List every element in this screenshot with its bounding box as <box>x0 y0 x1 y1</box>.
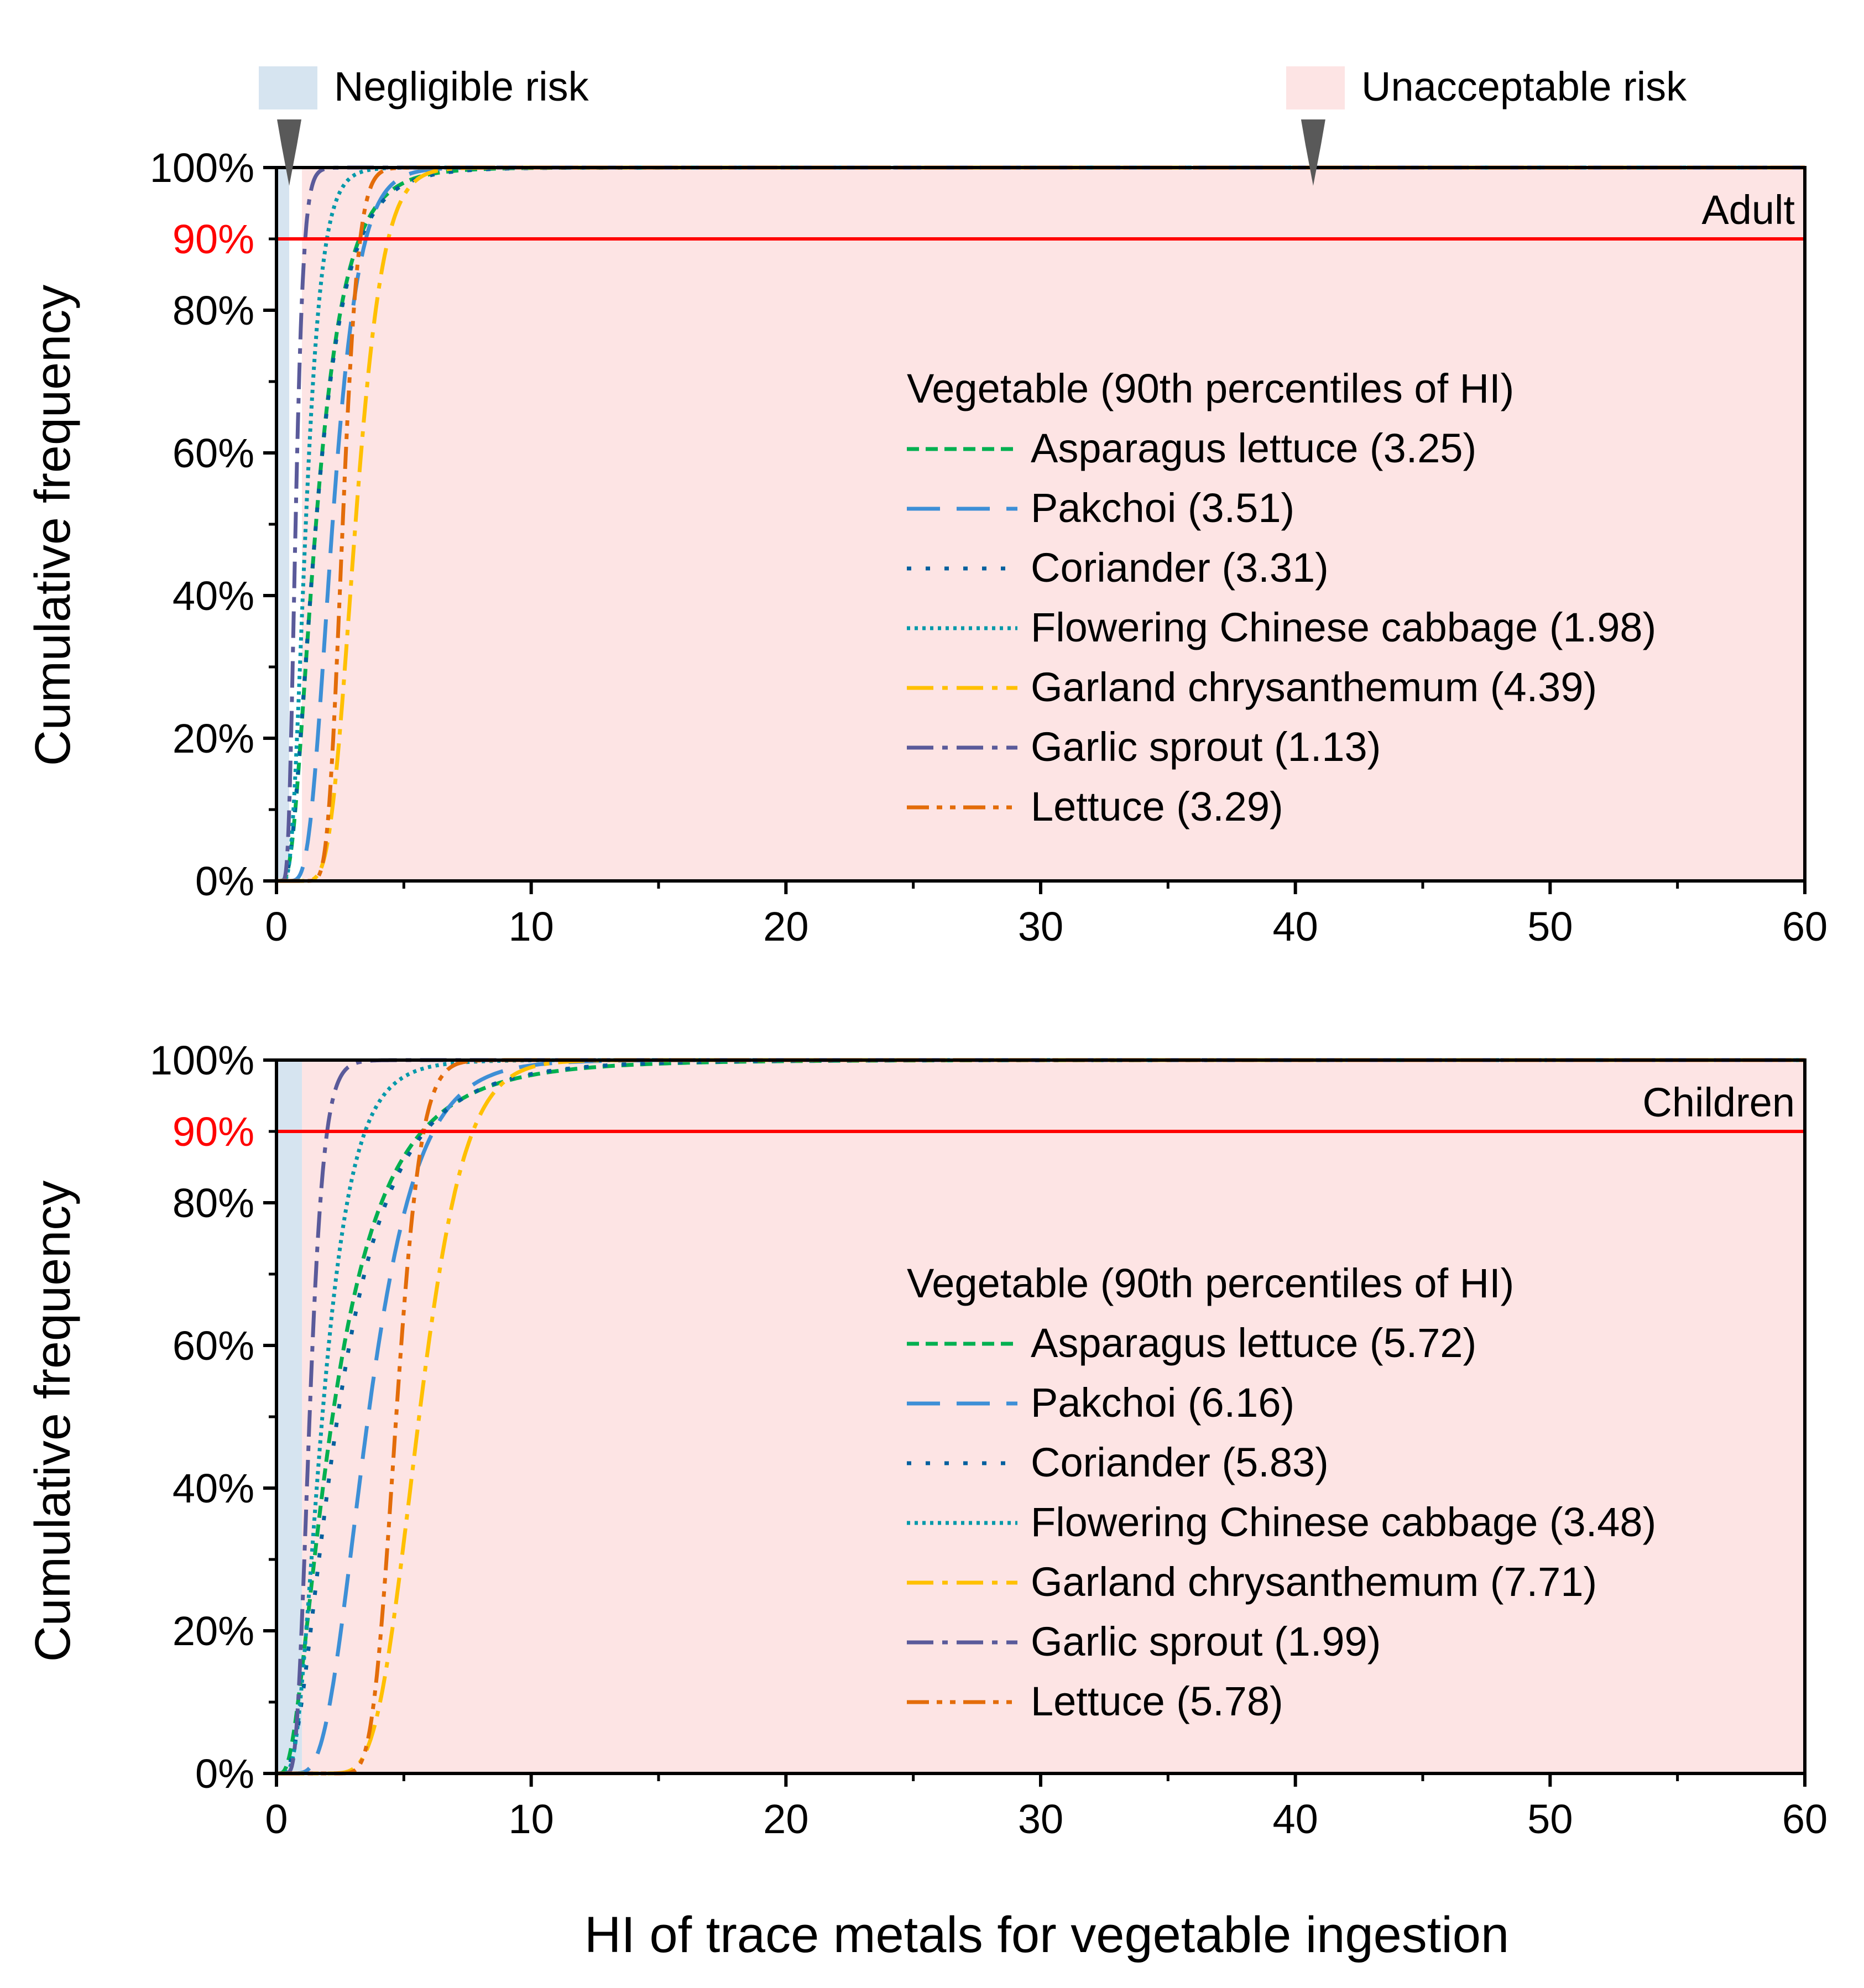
unacceptable-risk-swatch <box>1286 66 1345 109</box>
legend-title: Vegetable (90th percentiles of HI) <box>907 366 1514 411</box>
x-tick-label: 10 <box>509 1796 554 1842</box>
y-tick-label: 60% <box>173 1323 254 1369</box>
legend-entry: Asparagus lettuce (3.25) <box>1031 425 1476 471</box>
x-tick-label: 20 <box>763 1796 808 1842</box>
top-legend: Negligible risk Unacceptable risk <box>259 64 1687 109</box>
reference-label-90: 90% <box>173 1109 254 1155</box>
y-tick-label: 80% <box>173 1180 254 1226</box>
legend-entry: Flowering Chinese cabbage (1.98) <box>1031 604 1656 650</box>
y-axis-label-children: Cumulative frequency <box>25 1181 81 1662</box>
y-tick-label: 40% <box>173 573 254 619</box>
x-axis-label: HI of trace metals for vegetable ingesti… <box>584 1907 1509 1963</box>
legend-entry: Garlic sprout (1.99) <box>1031 1619 1381 1665</box>
panel-label: Adult <box>1701 187 1795 233</box>
unacceptable-risk-region <box>302 1060 1805 1773</box>
risk-threshold-marker <box>277 119 302 186</box>
x-tick-label: 0 <box>265 904 288 949</box>
negligible-risk-region <box>276 168 290 881</box>
legend-entry: Coriander (5.83) <box>1031 1439 1329 1485</box>
x-tick-label: 50 <box>1527 1796 1573 1842</box>
x-tick-label: 60 <box>1782 904 1828 949</box>
unacceptable-risk-region <box>302 168 1805 881</box>
unacceptable-risk-label: Unacceptable risk <box>1361 64 1687 109</box>
legend-entry: Lettuce (3.29) <box>1031 784 1283 829</box>
legend-entry: Pakchoi (3.51) <box>1031 485 1294 531</box>
y-tick-label: 100% <box>150 1037 254 1083</box>
x-tick-label: 50 <box>1527 904 1573 949</box>
y-tick-label: 80% <box>173 288 254 333</box>
y-axis-label-adult: Cumulative frequency <box>25 285 81 766</box>
x-tick-label: 60 <box>1782 1796 1828 1842</box>
x-tick-label: 40 <box>1273 1796 1318 1842</box>
x-tick-label: 10 <box>509 904 554 949</box>
y-tick-label: 100% <box>150 145 254 191</box>
legend-entry: Garland chrysanthemum (7.71) <box>1031 1559 1597 1605</box>
legend-entry: Coriander (3.31) <box>1031 545 1329 591</box>
negligible-risk-region <box>276 1060 302 1773</box>
y-tick-label: 0% <box>195 858 254 904</box>
y-tick-label: 40% <box>173 1465 254 1511</box>
children-panel: 0% 20% 40% 60% 80% 100% 90% 0 10 20 30 40 50 60 Childr… <box>150 1037 1828 1842</box>
negligible-risk-label: Negligible risk <box>334 64 589 109</box>
y-tick-label: 60% <box>173 430 254 476</box>
legend: Vegetable (90th percentiles of HI) Aspara… <box>907 366 1656 829</box>
adult-panel: 0% 20% 40% 60% 80% 100% 90% 0 10 20 30 40 50 60 Adult V… <box>150 119 1828 949</box>
risk-threshold-marker <box>1301 119 1325 186</box>
x-tick-label: 40 <box>1273 904 1318 949</box>
reference-label-90: 90% <box>173 216 254 262</box>
x-tick-label: 20 <box>763 904 808 949</box>
legend-entry: Asparagus lettuce (5.72) <box>1031 1320 1476 1366</box>
negligible-risk-swatch <box>259 66 317 109</box>
panel-label: Children <box>1642 1079 1795 1125</box>
legend-entry: Lettuce (5.78) <box>1031 1678 1283 1724</box>
x-tick-label: 0 <box>265 1796 288 1842</box>
y-tick-label: 20% <box>173 1608 254 1654</box>
y-tick-label: 0% <box>195 1751 254 1797</box>
legend: Vegetable (90th percentiles of HI) Aspara… <box>907 1260 1656 1724</box>
legend-entry: Flowering Chinese cabbage (3.48) <box>1031 1499 1656 1545</box>
y-tick-label: 20% <box>173 716 254 761</box>
legend-entry: Garland chrysanthemum (4.39) <box>1031 664 1597 710</box>
x-tick-label: 30 <box>1018 1796 1063 1842</box>
x-tick-label: 30 <box>1018 904 1063 949</box>
legend-entry: Garlic sprout (1.13) <box>1031 724 1381 770</box>
legend-title: Vegetable (90th percentiles of HI) <box>907 1260 1514 1306</box>
legend-entry: Pakchoi (6.16) <box>1031 1380 1294 1426</box>
